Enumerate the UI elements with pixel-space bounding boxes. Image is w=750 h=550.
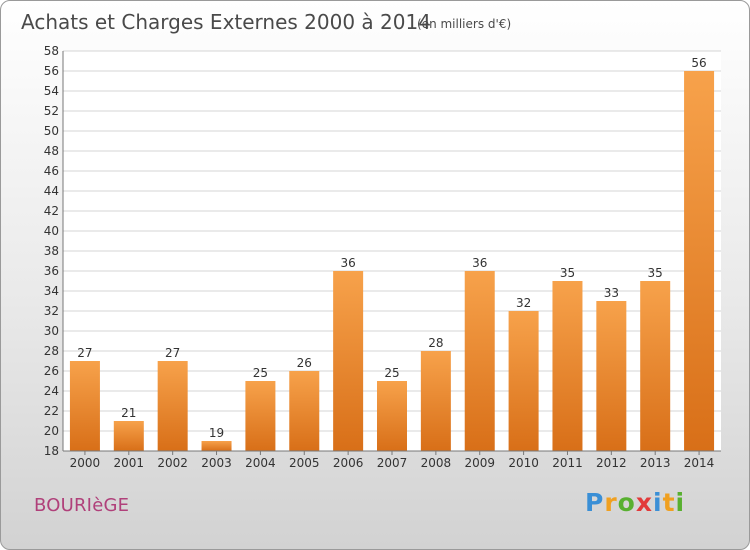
y-tick-label: 20 [44,424,59,438]
x-tick-label-2012: 2012 [596,456,627,470]
y-tick-label: 26 [44,364,59,378]
value-label-2000: 27 [77,346,92,360]
value-label-2002: 27 [165,346,180,360]
y-axis: 18 20 22 24 26 28 30 32 34 36 38 40 42 44 46 48 50 52 54 56… [44,44,59,458]
x-tick-label-2009: 2009 [464,456,495,470]
value-label-2003: 19 [209,426,224,440]
y-tick-label: 40 [44,224,59,238]
bar-2003 [201,441,232,451]
x-tick-label-2007: 2007 [377,456,408,470]
value-label-2004: 25 [253,366,268,380]
logo-letter: i [675,488,686,517]
value-label-2010: 32 [516,296,531,310]
logo-letter: x [635,488,653,517]
bar-2009 [464,271,495,451]
x-tick-label-2004: 2004 [245,456,276,470]
bar-2006 [333,271,364,451]
y-tick-label: 32 [44,304,59,318]
x-tick-label-2006: 2006 [333,456,364,470]
y-tick-label: 54 [44,84,59,98]
bar-2012 [596,301,627,451]
y-tick-label: 30 [44,324,59,338]
logo-letter: r [604,488,618,517]
chart-unit-label: (en milliers d'€) [417,17,511,31]
logo-letter: t [662,488,676,517]
value-label-2011: 35 [560,266,575,280]
y-tick-label: 58 [44,44,59,58]
x-tick-label-2001: 2001 [114,456,145,470]
x-tick-label-2002: 2002 [157,456,188,470]
x-tick-label-2014: 2014 [684,456,715,470]
value-label-2005: 26 [297,356,312,370]
bar-2000 [69,361,100,451]
x-tick-label-2008: 2008 [421,456,452,470]
y-tick-label: 46 [44,164,59,178]
x-tick-label-2005: 2005 [289,456,320,470]
y-tick-label: 36 [44,264,59,278]
value-label-2006: 36 [340,256,355,270]
value-label-2001: 21 [121,406,136,420]
bar-2004 [245,381,276,451]
commune-name: BOURIèGE [34,495,130,516]
bar-2001 [113,421,144,451]
value-label-2008: 28 [428,336,443,350]
y-tick-label: 56 [44,64,59,78]
y-tick-label: 34 [44,284,59,298]
value-label-2013: 35 [648,266,663,280]
x-tick-label-2010: 2010 [508,456,539,470]
chart-title: Achats et Charges Externes 2000 à 2014 [21,10,431,34]
y-tick-label: 50 [44,124,59,138]
bar-2011 [552,281,583,451]
y-tick-label: 18 [44,444,59,458]
proxiti-logo[interactable]: Proxiti [585,488,685,517]
y-tick-label: 42 [44,204,59,218]
value-label-2014: 56 [691,56,706,70]
y-tick-label: 44 [44,184,59,198]
bar-2013 [640,281,671,451]
y-tick-label: 22 [44,404,59,418]
x-tick-label-2003: 2003 [201,456,232,470]
logo-letter: i [653,488,663,517]
bar-2005 [289,371,320,451]
value-label-2007: 25 [384,366,399,380]
value-labels: 27 21 27 19 25 26 36 25 28 36 32 35 33 35 56 [77,56,706,440]
x-tick-label-2013: 2013 [640,456,671,470]
y-tick-label: 24 [44,384,59,398]
bar-2010 [508,311,539,451]
y-tick-label: 38 [44,244,59,258]
y-tick-label: 48 [44,144,59,158]
y-tick-label: 52 [44,104,59,118]
logo-letter: P [585,488,605,517]
bar-2008 [420,351,451,451]
y-tick-label: 28 [44,344,59,358]
x-axis: 2000 2001 2002 2003 2004 2005 2006 2007 2008 2009… [70,451,715,470]
bars [69,71,715,451]
logo-letter: o [617,488,636,517]
bar-2014 [684,71,715,451]
x-tick-label-2000: 2000 [70,456,101,470]
value-label-2012: 33 [604,286,619,300]
bar-2002 [157,361,188,451]
value-label-2009: 36 [472,256,487,270]
x-tick-label-2011: 2011 [552,456,583,470]
bar-2007 [377,381,407,451]
